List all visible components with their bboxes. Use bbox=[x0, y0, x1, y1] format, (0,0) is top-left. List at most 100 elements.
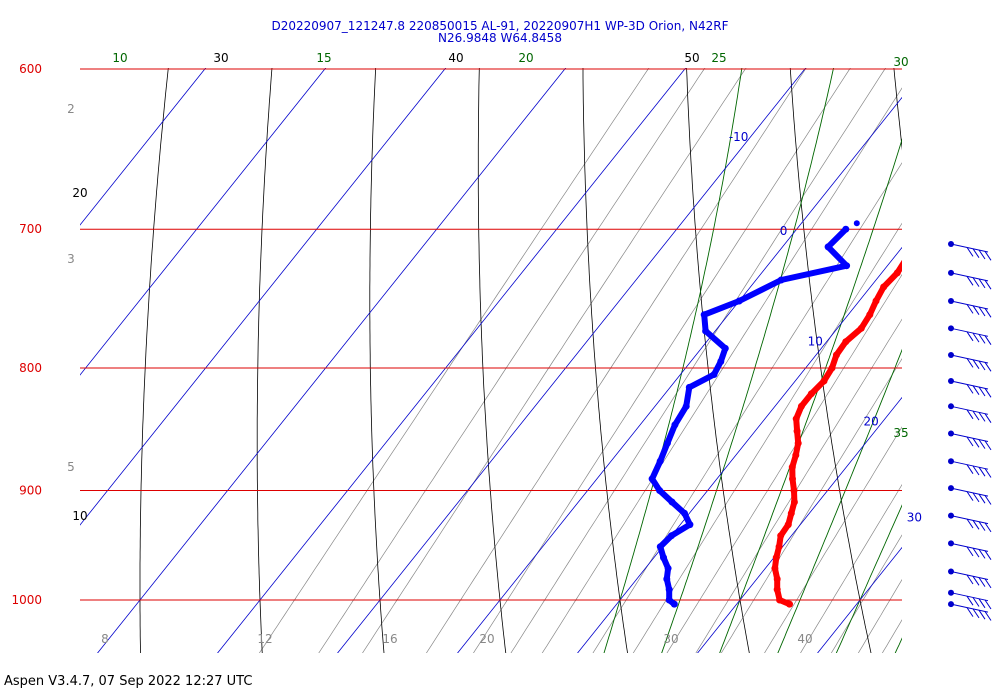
pressure-label-700: 700 bbox=[19, 222, 42, 236]
dewpoint-top-point bbox=[853, 220, 860, 227]
wind-barb-feather bbox=[972, 597, 980, 607]
wind-barb-feather bbox=[984, 440, 992, 451]
temperature-point bbox=[792, 415, 800, 423]
temperature-point bbox=[872, 297, 880, 305]
wind-barb-feather bbox=[966, 276, 974, 286]
wind-barb-feather bbox=[984, 611, 992, 621]
wind-barb-staff bbox=[950, 433, 989, 442]
temperature-point bbox=[880, 283, 888, 291]
temperature-point bbox=[797, 402, 805, 410]
wind-barb-feather bbox=[984, 335, 992, 345]
pressure-label-600: 600 bbox=[19, 62, 42, 76]
temperature-point bbox=[792, 451, 800, 459]
temperature-point bbox=[773, 575, 781, 583]
temperature-point bbox=[794, 439, 802, 447]
mixing-ratio-line bbox=[938, 16, 1000, 661]
temperature-point bbox=[789, 475, 796, 483]
dewpoint-point bbox=[656, 457, 664, 465]
dewpoint-point bbox=[682, 402, 690, 410]
dewpoint-point bbox=[702, 327, 710, 335]
isotherm bbox=[337, 68, 807, 653]
wind-barb-feather bbox=[978, 278, 986, 289]
temperature-point bbox=[777, 532, 785, 540]
temperature-point bbox=[946, 226, 953, 233]
mixing-ratio-line bbox=[473, 68, 851, 653]
moist-adiabats bbox=[603, 68, 902, 653]
temperature-point bbox=[772, 554, 780, 562]
temperature-point bbox=[916, 243, 923, 250]
isotherm-label: 20 bbox=[863, 415, 878, 429]
temperature-point bbox=[788, 463, 796, 471]
wind-barb-feather bbox=[966, 491, 974, 501]
temperature-point bbox=[775, 543, 783, 551]
mixing-ratio-line bbox=[695, 318, 902, 653]
mixing-ratio-line bbox=[318, 68, 706, 653]
wind-barb-feather bbox=[978, 334, 986, 344]
dewpoint-point bbox=[668, 498, 676, 506]
isotherm-label: -10 bbox=[729, 130, 749, 144]
dewpoint-point bbox=[685, 383, 693, 391]
wind-barb-feather bbox=[966, 574, 974, 585]
wind-barb-feather bbox=[972, 465, 980, 476]
wind-barb-feather bbox=[984, 495, 992, 505]
dewpoint-point bbox=[665, 586, 673, 594]
wind-barb-feather bbox=[972, 608, 980, 619]
chart-title-line1: D20220907_121247.8 220850015 AL-91, 2022… bbox=[271, 19, 729, 33]
dry-adiabat-label: 20 bbox=[72, 186, 87, 200]
temperature-point bbox=[842, 338, 850, 346]
mixing-ratio-label: 16 bbox=[382, 632, 397, 646]
mixing-ratio-line bbox=[764, 426, 902, 653]
isotherm-label: 30 bbox=[907, 511, 922, 525]
dry-adiabat-label: 10 bbox=[72, 509, 87, 523]
footer-version: Aspen V3.4.7, 07 Sep 2022 12:27 UTC bbox=[4, 674, 253, 689]
temperature-point bbox=[784, 521, 792, 529]
dry-adiabats bbox=[139, 16, 1000, 661]
mixing-ratio-line bbox=[592, 162, 902, 653]
mixing-ratio-line bbox=[362, 68, 747, 653]
moist-adiabat-label: 35 bbox=[893, 426, 908, 440]
wind-barb-feather bbox=[984, 362, 992, 372]
moist-adiabat-label: 30 bbox=[893, 55, 908, 69]
wind-barb-staff bbox=[950, 272, 989, 282]
wind-barb-feather bbox=[984, 251, 992, 261]
wind-barb-feather bbox=[972, 385, 980, 395]
wind-barb-feather bbox=[966, 607, 974, 617]
dry-adiabat bbox=[256, 68, 273, 653]
mixing-ratio-line bbox=[258, 68, 650, 653]
temperature-top-point bbox=[954, 220, 960, 226]
wind-barb-feather bbox=[966, 518, 974, 529]
dewpoint-point bbox=[671, 421, 679, 429]
wind-barb-feather bbox=[966, 409, 974, 420]
wind-barb-staff bbox=[950, 603, 989, 613]
wind-barb-staff bbox=[950, 405, 989, 415]
wind-barb-staff bbox=[950, 300, 989, 310]
wind-barb-feather bbox=[966, 464, 974, 474]
isotherm bbox=[932, 0, 1000, 661]
dry-adiabat bbox=[582, 68, 628, 653]
dewpoint-point bbox=[843, 262, 851, 270]
wind-barb-feather bbox=[972, 547, 980, 558]
wind-barb-feather bbox=[978, 577, 986, 587]
wind-barb-staff bbox=[950, 354, 989, 364]
dewpoint-profile bbox=[649, 226, 850, 608]
mixing-ratio-label: 8 bbox=[101, 632, 109, 646]
pressure-label-800: 800 bbox=[19, 361, 42, 375]
wind-barb-staff bbox=[950, 460, 989, 470]
dewpoint-point bbox=[670, 600, 678, 608]
temperature-point bbox=[857, 324, 865, 332]
wind-barb-feather bbox=[972, 576, 980, 586]
dry-adiabat-label: 40 bbox=[448, 51, 463, 65]
mixing-ratio-line bbox=[426, 68, 807, 653]
isotherm-label: 10 bbox=[808, 334, 823, 348]
dry-adiabat-label: 30 bbox=[213, 51, 228, 65]
wind-barb-feather bbox=[966, 331, 974, 342]
dry-adiabat bbox=[992, 16, 1000, 661]
pressure-label-900: 900 bbox=[19, 483, 42, 497]
mixing-ratio-line bbox=[666, 274, 902, 653]
isotherm bbox=[80, 68, 207, 226]
dry-adiabat bbox=[893, 68, 902, 151]
dry-adiabat-label: 50 bbox=[684, 51, 699, 65]
temperature-point bbox=[893, 269, 901, 277]
